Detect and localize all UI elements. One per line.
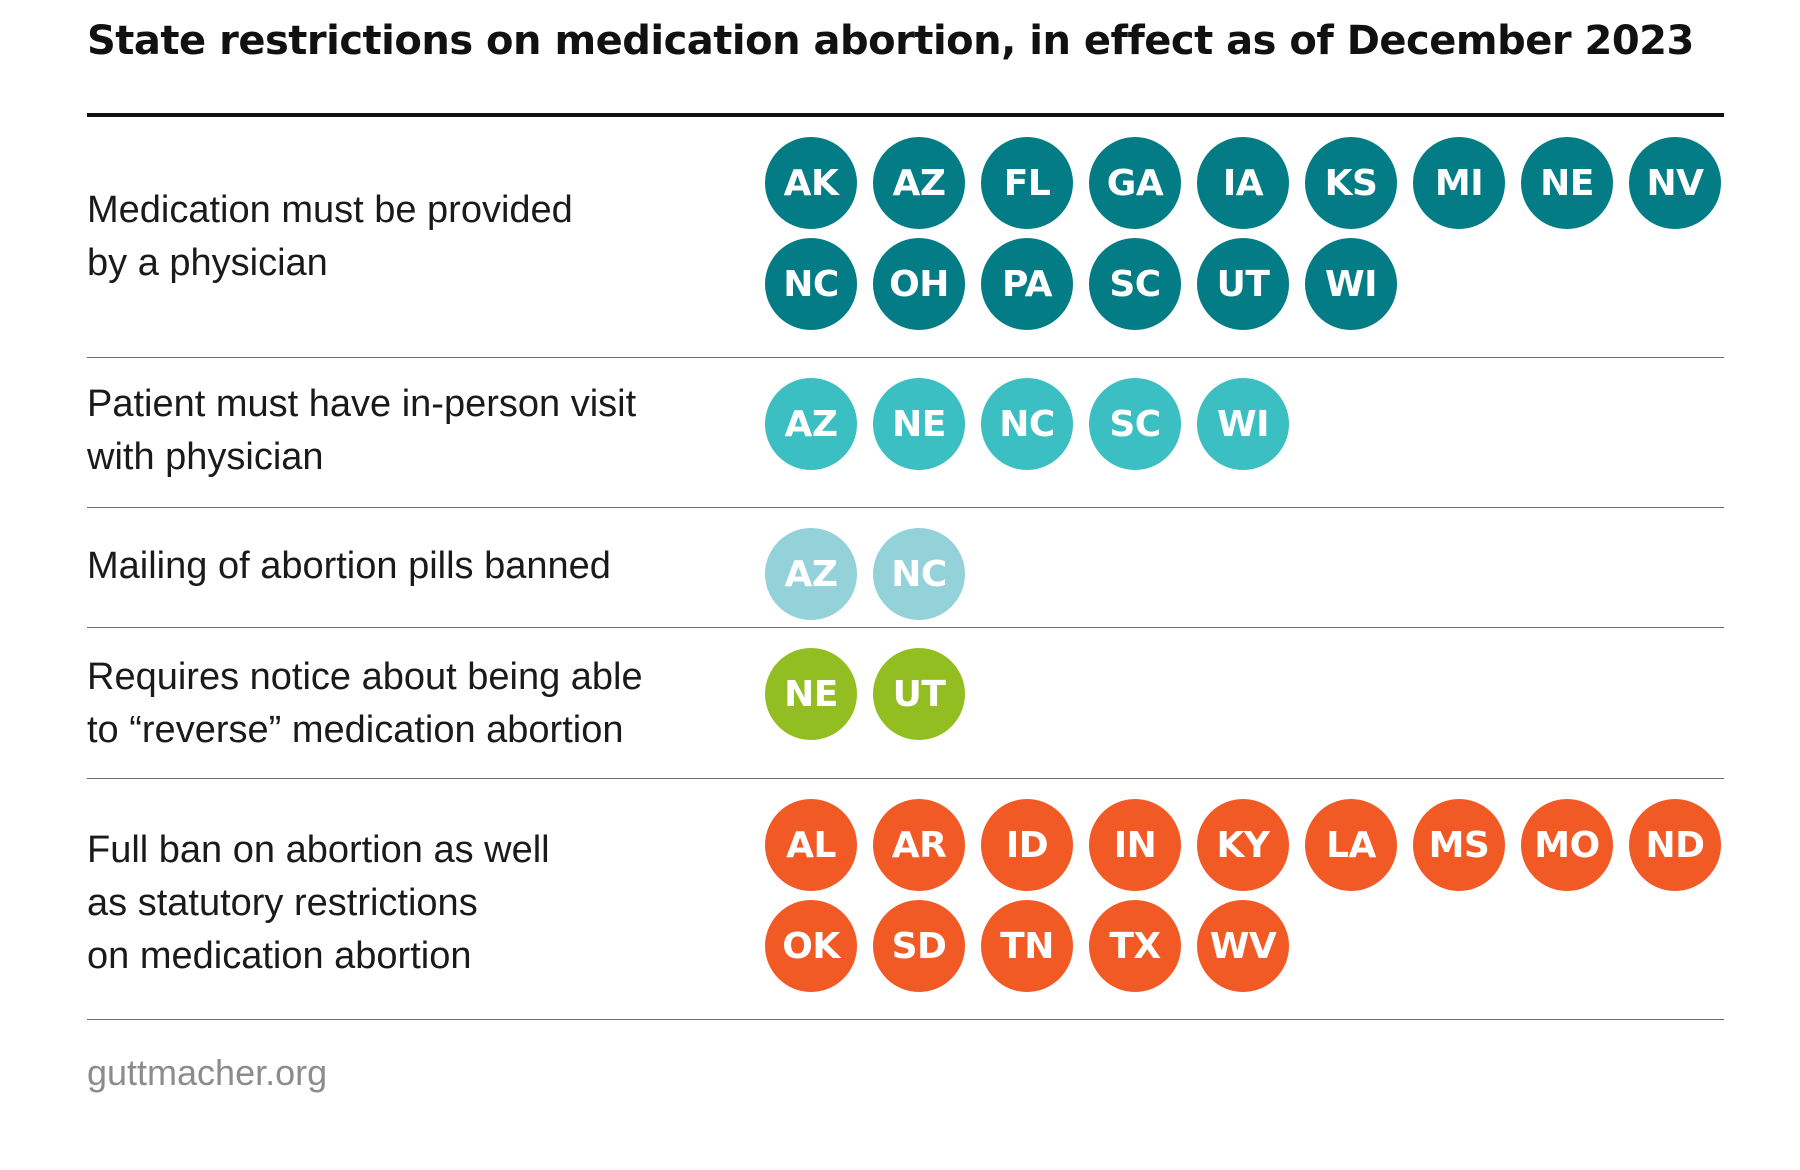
state-badge-nc: NC: [873, 528, 965, 620]
state-badge-az: AZ: [765, 378, 857, 470]
state-badge-la: LA: [1305, 799, 1397, 891]
state-badge-ut: UT: [873, 648, 965, 740]
state-badge-oh: OH: [873, 238, 965, 330]
state-badge-ia: IA: [1197, 137, 1289, 229]
state-badge-ut: UT: [1197, 238, 1289, 330]
row-label: Requires notice about being able to “rev…: [87, 656, 643, 751]
row-label: Medication must be provided by a physici…: [87, 189, 573, 284]
restriction-row-reversal-notice: Requires notice about being able to “rev…: [87, 628, 1724, 779]
state-badge-ne: NE: [873, 378, 965, 470]
state-badge-in: IN: [1089, 799, 1181, 891]
state-badge-ks: KS: [1305, 137, 1397, 229]
state-badge-fl: FL: [981, 137, 1073, 229]
state-badge-nc: NC: [765, 238, 857, 330]
state-badge-pa: PA: [981, 238, 1073, 330]
state-badge-nd: ND: [1629, 799, 1721, 891]
state-badge-ne: NE: [1521, 137, 1613, 229]
source-credit: guttmacher.org: [87, 1052, 328, 1093]
state-badge-wv: WV: [1197, 900, 1289, 992]
row-label: Full ban on abortion as well as statutor…: [87, 829, 550, 977]
state-badge-al: AL: [765, 799, 857, 891]
state-badge-ms: MS: [1413, 799, 1505, 891]
row-label: Patient must have in-person visit with p…: [87, 383, 637, 478]
state-badge-mo: MO: [1521, 799, 1613, 891]
state-badge-wi: WI: [1197, 378, 1289, 470]
restriction-row-full-ban: Full ban on abortion as well as statutor…: [87, 779, 1724, 1020]
state-badge-sc: SC: [1089, 378, 1181, 470]
state-badge-tx: TX: [1089, 900, 1181, 992]
state-badge-ar: AR: [873, 799, 965, 891]
state-badge-ok: OK: [765, 900, 857, 992]
state-badge-sd: SD: [873, 900, 965, 992]
state-badge-sc: SC: [1089, 238, 1181, 330]
state-badge-id: ID: [981, 799, 1073, 891]
state-badge-tn: TN: [981, 900, 1073, 992]
restriction-row-in-person-visit: Patient must have in-person visit with p…: [87, 358, 1724, 508]
state-badge-wi: WI: [1305, 238, 1397, 330]
state-badge-nc: NC: [981, 378, 1073, 470]
state-badge-ak: AK: [765, 137, 857, 229]
title-rule: [87, 113, 1724, 117]
restriction-row-mailing-banned: Mailing of abortion pills banned AZ NC: [87, 508, 1724, 628]
state-badge-nv: NV: [1629, 137, 1721, 229]
state-badge-ga: GA: [1089, 137, 1181, 229]
state-badge-az: AZ: [873, 137, 965, 229]
row-label: Mailing of abortion pills banned: [87, 545, 611, 587]
state-badge-ky: KY: [1197, 799, 1289, 891]
chart-title: State restrictions on medication abortio…: [87, 18, 1694, 64]
restriction-row-physician-provided: Medication must be provided by a physici…: [87, 117, 1724, 358]
state-badge-az: AZ: [765, 528, 857, 620]
state-badge-mi: MI: [1413, 137, 1505, 229]
state-badge-ne: NE: [765, 648, 857, 740]
